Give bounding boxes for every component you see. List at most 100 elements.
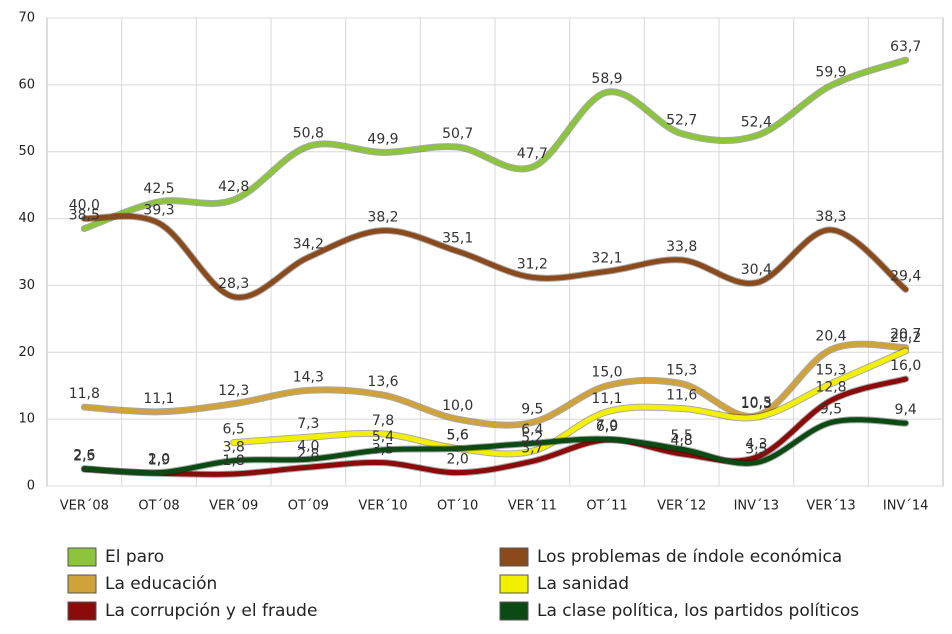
data-label: 2,8 [297, 446, 319, 462]
data-label: 5,4 [372, 429, 394, 445]
x-tick-label: INV´13 [734, 499, 780, 514]
data-label: 5,6 [447, 428, 469, 444]
data-label: 11,8 [69, 386, 100, 402]
data-label: 2,0 [148, 452, 170, 468]
data-label: 50,7 [442, 126, 473, 142]
data-label: 50,8 [293, 125, 324, 141]
data-label: 34,2 [293, 236, 324, 252]
data-label: 1,9 [148, 452, 170, 468]
x-tick-label: OT´10 [437, 499, 478, 514]
data-label: 20,4 [815, 329, 846, 345]
x-tick-label: OT´09 [288, 499, 329, 514]
data-label: 49,9 [367, 131, 398, 147]
legend-swatch [499, 601, 529, 621]
data-label: 33,8 [666, 239, 697, 255]
data-label: 42,8 [218, 179, 249, 195]
data-label: 10,0 [442, 398, 473, 414]
data-label: 12,3 [218, 383, 249, 399]
data-label: 6,4 [521, 422, 543, 438]
legend-label: El paro [105, 547, 164, 567]
data-label: 2,6 [73, 448, 95, 464]
data-label: 2,5 [73, 448, 95, 464]
data-label: 11,1 [143, 391, 174, 407]
data-label: 9,4 [895, 402, 917, 418]
legend-swatch [67, 601, 97, 621]
data-label: 12,8 [815, 379, 846, 395]
data-label: 4,8 [671, 433, 693, 449]
data-label: 16,0 [890, 358, 921, 374]
legend-swatch [499, 574, 529, 594]
data-label: 3,8 [223, 440, 245, 456]
x-tick-label: VER´12 [657, 499, 706, 514]
data-label: 9,5 [820, 401, 842, 417]
data-label: 63,7 [890, 39, 921, 55]
data-label: 5,2 [521, 430, 543, 446]
data-label: 59,9 [815, 65, 846, 81]
data-label: 13,6 [367, 374, 398, 390]
series-line [81, 57, 909, 232]
legend-swatch [67, 574, 97, 594]
y-tick-label: 40 [18, 211, 35, 226]
y-tick-label: 0 [27, 479, 35, 494]
data-label: 7,3 [297, 416, 319, 432]
data-label: 47,7 [517, 146, 548, 162]
data-label: 1,8 [223, 453, 245, 469]
data-label: 42,5 [143, 181, 174, 197]
y-tick-label: 50 [18, 144, 35, 159]
legend-label: La sanidad [537, 574, 629, 594]
data-label: 15,0 [591, 365, 622, 381]
data-label: 10,3 [741, 396, 772, 412]
data-label: 38,2 [367, 210, 398, 226]
series-line [231, 348, 909, 457]
data-label: 4,0 [297, 438, 319, 454]
data-label: 10,5 [741, 395, 772, 411]
data-label: 5,6 [447, 428, 469, 444]
x-tick-label: OT´08 [138, 499, 179, 514]
data-label: 9,5 [521, 401, 543, 417]
x-tick-label: VER´09 [209, 499, 258, 514]
data-label: 6,9 [596, 419, 618, 435]
data-label: 38,5 [69, 208, 100, 224]
data-label: 35,1 [442, 230, 473, 246]
data-label: 3,5 [372, 442, 394, 458]
data-label: 4,3 [745, 436, 767, 452]
data-label: 30,4 [741, 262, 772, 278]
y-tick-label: 60 [18, 77, 35, 92]
y-tick-label: 30 [18, 278, 35, 293]
x-tick-label: VER´11 [508, 499, 557, 514]
data-label: 20,7 [890, 327, 921, 343]
legend-label: Los problemas de índole económica [537, 547, 842, 567]
x-tick-label: INV´14 [883, 499, 929, 514]
data-label: 3,5 [745, 442, 767, 458]
data-label: 15,3 [666, 363, 697, 379]
data-label: 15,3 [815, 363, 846, 379]
data-label: 40,0 [69, 198, 100, 214]
series-line [81, 417, 909, 476]
legend-label: La corrupción y el fraude [105, 601, 317, 621]
data-label: 20,2 [890, 330, 921, 346]
x-tick-label: VER´13 [806, 499, 855, 514]
series-line [81, 213, 909, 300]
x-tick-label: VER´10 [358, 499, 407, 514]
data-label: 38,3 [815, 209, 846, 225]
data-label: 52,7 [666, 113, 697, 129]
data-label: 7,8 [372, 413, 394, 429]
data-label: 32,1 [591, 250, 622, 266]
y-tick-label: 20 [18, 345, 35, 360]
data-label: 3,7 [521, 440, 543, 456]
data-label: 58,9 [591, 71, 622, 87]
data-label: 11,1 [591, 391, 622, 407]
legend-swatch [499, 547, 529, 567]
data-label: 11,6 [666, 387, 697, 403]
data-label: 29,4 [890, 268, 921, 284]
y-tick-label: 10 [18, 412, 35, 427]
legend-label: La clase política, los partidos político… [537, 601, 859, 621]
data-label: 14,3 [293, 369, 324, 385]
series-line [81, 376, 909, 477]
data-label: 6,5 [223, 422, 245, 438]
y-tick-label: 70 [18, 11, 35, 26]
data-label: 39,3 [143, 202, 174, 218]
data-label: 5,5 [671, 428, 693, 444]
legend-swatch [67, 547, 97, 567]
